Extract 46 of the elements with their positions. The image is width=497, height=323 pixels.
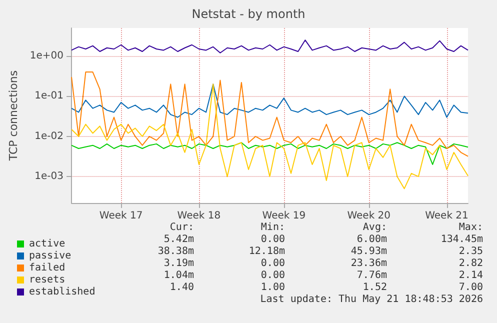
text: 12.18m — [248, 246, 285, 258]
text: 1.04m — [164, 270, 194, 282]
text: 7.00 — [458, 282, 483, 294]
text: 1.52 — [362, 282, 387, 294]
legend-label: established — [29, 286, 96, 298]
text: 5.42m — [164, 234, 194, 246]
line-series — [71, 84, 468, 118]
x-tick-label: Week 17 — [99, 210, 143, 222]
x-tick-label: Week 19 — [262, 210, 306, 222]
text: 38.38m — [158, 246, 194, 258]
text: 23.36m — [350, 258, 387, 270]
text: Avg: — [362, 222, 387, 234]
text: 45.93m — [350, 246, 387, 258]
text: 2.82 — [458, 258, 483, 270]
text: 7.76m — [356, 270, 387, 282]
y-tick-label: 1e-01 — [34, 90, 64, 102]
x-tick-label: Week 20 — [347, 210, 391, 222]
text: 1.00 — [260, 282, 285, 294]
line-series — [71, 40, 468, 54]
text: 3.19m — [164, 258, 194, 270]
y-axis-title: TCP connections — [7, 70, 20, 162]
text: 6.00m — [356, 234, 387, 246]
y-tick-label: 1e-02 — [34, 130, 64, 142]
x-tick-label: Week 21 — [425, 210, 468, 222]
line-series — [71, 84, 468, 190]
text: 0.00 — [260, 234, 285, 246]
text: 134.45m — [440, 234, 483, 246]
text: 0.00 — [260, 258, 285, 270]
text: 2.35 — [458, 246, 483, 258]
text: 0.00 — [260, 270, 285, 282]
text: 2.14 — [458, 270, 483, 282]
text: 1.40 — [170, 282, 194, 294]
line-series — [71, 142, 468, 165]
x-tick-label: Week 18 — [177, 210, 221, 222]
text: Cur: — [170, 222, 194, 234]
text: Max: — [458, 222, 483, 234]
y-tick-label: 1e+00 — [30, 50, 64, 62]
legend-label: passive — [29, 250, 72, 262]
y-tick-label: 1e-03 — [34, 171, 64, 182]
legend-label: active — [29, 238, 66, 250]
chart-title: Netstat - by month — [192, 7, 306, 21]
text: Last update: Thu May 21 18:48:53 2026 — [260, 294, 483, 306]
legend-label: failed — [29, 262, 66, 274]
line-series — [71, 72, 468, 157]
text: Min: — [260, 222, 285, 234]
legend-label: resets — [29, 274, 66, 286]
